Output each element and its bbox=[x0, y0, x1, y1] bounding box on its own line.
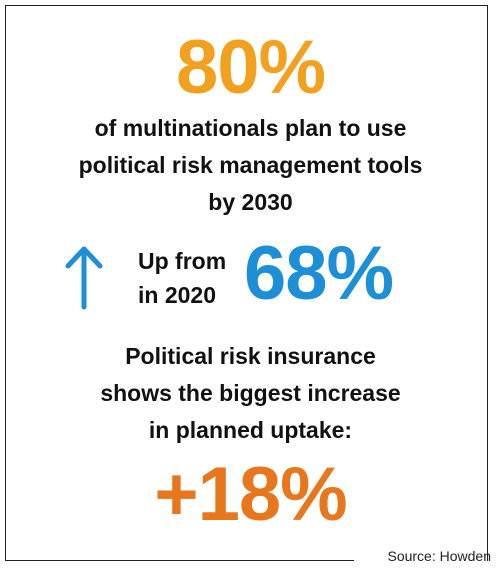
comparison-label: Up from in 2020 bbox=[138, 244, 226, 312]
comparison-label-line: Up from bbox=[138, 248, 227, 274]
insurance-line: in planned uptake: bbox=[148, 417, 353, 443]
headline-stat: 80% bbox=[175, 25, 326, 110]
infographic-card bbox=[5, 5, 488, 561]
divider-line bbox=[5, 560, 354, 561]
arrow-up-icon bbox=[65, 246, 103, 310]
comparison-value: 68% bbox=[244, 231, 394, 316]
insurance-description: Political risk insurance shows the bigge… bbox=[0, 338, 501, 449]
description-line: by 2030 bbox=[208, 189, 293, 215]
insurance-line: Political risk insurance bbox=[125, 343, 376, 369]
source-credit: Source: Howden bbox=[387, 548, 491, 564]
insurance-line: shows the biggest increase bbox=[100, 380, 401, 406]
description: of multinationals plan to use political … bbox=[0, 110, 501, 221]
description-line: political risk management tools bbox=[78, 152, 423, 178]
comparison-label-line: in 2020 bbox=[138, 282, 216, 308]
increase-stat: +18% bbox=[154, 452, 348, 537]
description-line: of multinationals plan to use bbox=[94, 115, 407, 141]
